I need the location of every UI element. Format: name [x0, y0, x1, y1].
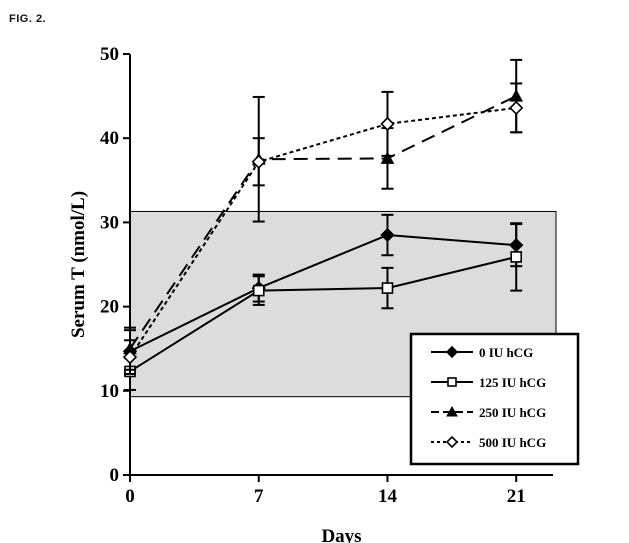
data-point — [380, 116, 395, 132]
data-point — [509, 100, 524, 116]
legend-marker — [446, 405, 458, 417]
series-3 — [122, 82, 524, 375]
y-tick-label: 0 — [110, 465, 120, 486]
x-tick-label: 14 — [378, 486, 398, 507]
legend-marker — [445, 345, 459, 359]
legend-marker — [447, 377, 457, 387]
legend-marker — [445, 435, 459, 449]
data-point — [380, 151, 395, 164]
y-tick-label: 20 — [100, 297, 119, 318]
series-line — [129, 95, 517, 350]
y-tick-label: 30 — [100, 212, 119, 233]
legend: 0 IU hCG 125 IU hCG 250 IU hCG 500 IU hCG — [409, 332, 580, 466]
y-tick-label: 10 — [100, 381, 119, 402]
series-line — [129, 255, 517, 373]
x-tick-label: 7 — [254, 486, 264, 507]
y-tick-label: 40 — [100, 128, 119, 149]
legend-label: 125 IU hCG — [479, 375, 546, 390]
data-point — [381, 282, 394, 294]
x-tick-label: 0 — [125, 486, 135, 507]
x-axis-title: Days — [321, 526, 361, 543]
series-line — [129, 106, 517, 358]
x-tick-label: 21 — [507, 486, 526, 507]
data-point — [380, 227, 395, 243]
data-point — [510, 251, 523, 263]
series-layer — [122, 58, 524, 391]
legend-label: 0 IU hCG — [479, 345, 533, 360]
y-tick-label: 50 — [100, 44, 119, 65]
data-point — [252, 284, 265, 297]
y-axis-title: Serum T (nmol/L) — [68, 191, 89, 338]
data-point — [122, 349, 138, 365]
data-point — [251, 154, 266, 169]
legend-label: 500 IU hCG — [479, 435, 546, 450]
series-line — [129, 234, 517, 353]
figure-label: FIG. 2. — [9, 13, 47, 25]
legend-label: 250 IU hCG — [479, 405, 546, 420]
axes: 0 10 20 30 40 50 0 7 14 21 — [100, 44, 553, 507]
